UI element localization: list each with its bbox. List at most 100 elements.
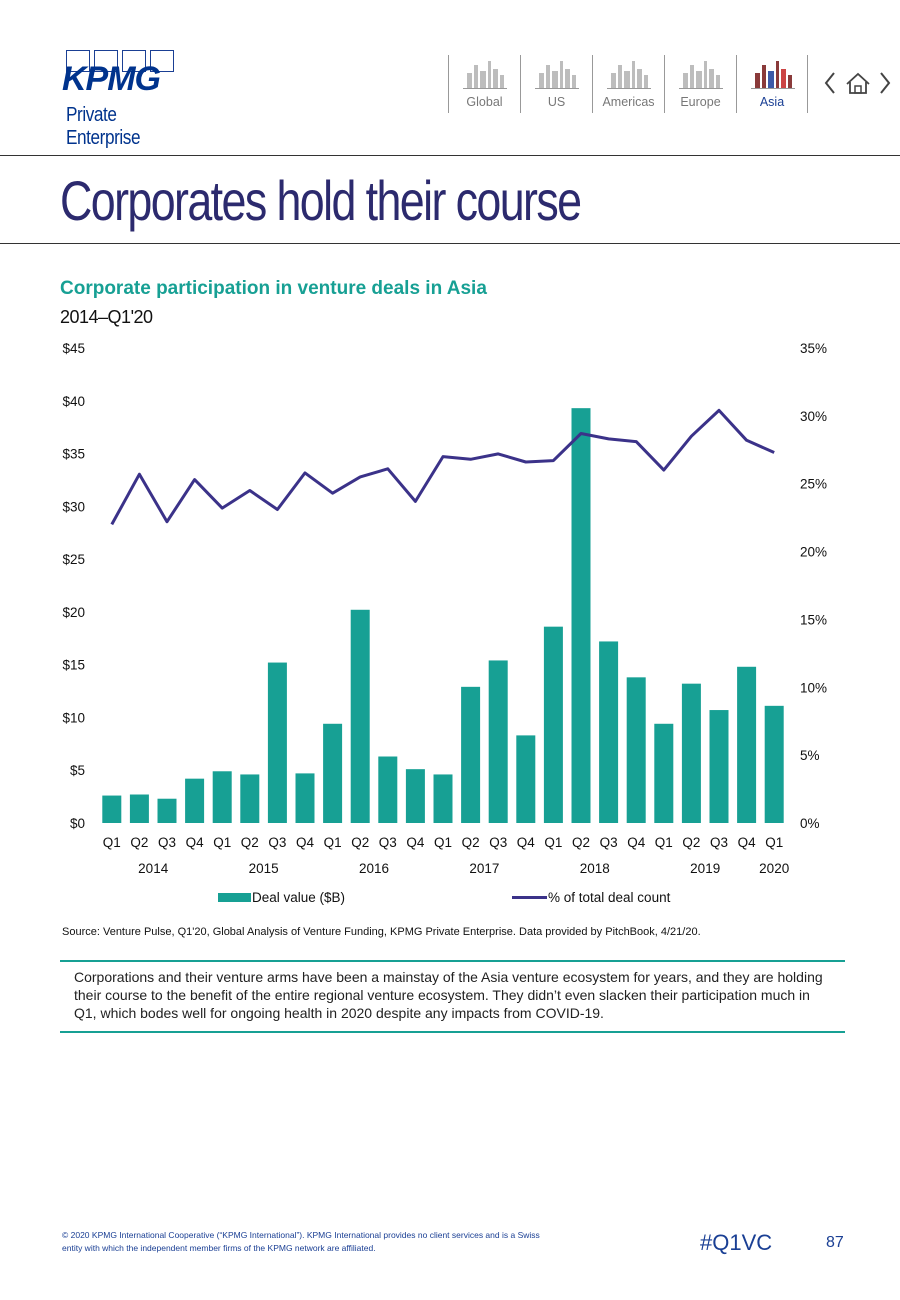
logo-subtitle: Private Enterprise	[66, 104, 141, 149]
x-tick-label: Q3	[158, 835, 176, 850]
x-tick-label: Q2	[351, 835, 369, 850]
bar-deal-value	[267, 662, 287, 823]
year-group-label: 2015	[249, 861, 279, 876]
bar-deal-value	[488, 660, 508, 823]
nav-tab-label: Americas	[602, 95, 655, 109]
left-axis-tick-label: $35	[62, 447, 85, 462]
bar-deal-value	[516, 735, 536, 823]
legend-label-bar: Deal value ($B)	[252, 890, 345, 905]
right-axis-tick-label: 30%	[800, 409, 827, 424]
page-number: 87	[826, 1234, 844, 1251]
bar-deal-value	[737, 666, 757, 823]
year-group-label: 2016	[359, 861, 389, 876]
x-tick-label: Q1	[213, 835, 231, 850]
home-icon[interactable]	[846, 72, 870, 94]
bar-deal-value	[681, 683, 701, 823]
right-axis-tick-label: 25%	[800, 477, 827, 492]
chevron-right-icon[interactable]	[880, 72, 891, 94]
left-axis-tick-label: $15	[62, 658, 85, 673]
bar-deal-value	[240, 774, 260, 823]
nav-tab-americas[interactable]: Americas	[592, 55, 664, 113]
x-tick-label: Q4	[627, 835, 646, 850]
right-axis-tick-label: 35%	[800, 341, 827, 356]
bar-deal-value	[212, 771, 232, 823]
chart-subtitle: 2014–Q1'20	[60, 307, 153, 327]
x-tick-label: Q2	[572, 835, 590, 850]
left-axis-tick-label: $0	[70, 816, 85, 831]
bar-deal-value	[461, 686, 481, 823]
left-axis-tick-label: $45	[62, 341, 85, 356]
bar-deal-value	[295, 773, 315, 823]
callout-text: Corporations and their venture arms have…	[60, 960, 845, 1033]
left-axis-tick-label: $30	[62, 499, 85, 514]
skyline-icon	[679, 61, 723, 89]
bar-deal-value	[323, 723, 343, 823]
x-tick-label: Q3	[600, 835, 618, 850]
chevron-left-icon[interactable]	[824, 72, 835, 94]
nav-tab-asia[interactable]: Asia	[736, 55, 808, 113]
source-note: Source: Venture Pulse, Q1'20, Global Ana…	[62, 926, 701, 938]
page-title: Corporates hold their course	[60, 169, 582, 232]
bar-deal-value	[378, 756, 398, 823]
x-tick-label: Q4	[406, 835, 425, 850]
region-nav: Global US Americas Europe Asia	[448, 55, 808, 113]
right-axis-tick-label: 15%	[800, 612, 827, 627]
hashtag[interactable]: #Q1VC	[700, 1230, 773, 1255]
nav-tab-label: Europe	[680, 95, 721, 109]
year-group-label: 2014	[138, 861, 169, 876]
x-tick-label: Q4	[296, 835, 315, 850]
right-axis-tick-label: 5%	[800, 748, 820, 763]
nav-tab-label: Global	[466, 95, 503, 109]
bar-deal-value	[102, 795, 122, 823]
logo-boxes	[66, 50, 174, 72]
footer-legal: © 2020 KPMG International Cooperative (“…	[62, 1230, 540, 1253]
x-tick-label: Q1	[655, 835, 673, 850]
x-tick-label: Q4	[738, 835, 757, 850]
nav-tab-us[interactable]: US	[520, 55, 592, 113]
year-group-label: 2020	[759, 861, 789, 876]
skyline-icon	[463, 61, 507, 89]
left-axis-tick-label: $25	[62, 552, 85, 567]
x-tick-label: Q3	[379, 835, 397, 850]
nav-tab-europe[interactable]: Europe	[664, 55, 736, 113]
chart-title: Corporate participation in venture deals…	[60, 278, 487, 299]
year-group-label: 2019	[690, 861, 720, 876]
year-group-label: 2017	[469, 861, 499, 876]
right-axis-tick-label: 20%	[800, 545, 827, 560]
x-tick-label: Q4	[517, 835, 536, 850]
right-axis-tick-label: 10%	[800, 680, 827, 695]
nav-tab-label: Asia	[759, 95, 785, 109]
bar-deal-value	[405, 769, 425, 823]
bar-deal-value	[571, 408, 591, 823]
corporate-participation-chart: $0 $5 $10 $15 $20 $25 $30 $35 $40 $45 0% 5% 10% 15% 20…	[62, 341, 827, 905]
bar-deal-value	[350, 609, 370, 823]
bar-deal-value	[157, 798, 177, 823]
x-tick-label: Q3	[489, 835, 507, 850]
x-tick-label: Q1	[434, 835, 452, 850]
x-tick-label: Q2	[130, 835, 148, 850]
x-tick-label: Q2	[682, 835, 700, 850]
skyline-icon	[607, 61, 651, 89]
title-divider	[0, 243, 900, 244]
left-axis-tick-label: $20	[62, 605, 85, 620]
x-tick-label: Q1	[324, 835, 342, 850]
left-axis-tick-label: $40	[62, 394, 85, 409]
kpmg-logo: KPMG Private Enterprise	[62, 48, 212, 149]
nav-tab-label: US	[547, 95, 566, 109]
bar-deal-value	[709, 710, 729, 823]
bar-deal-value	[764, 705, 784, 823]
nav-tab-global[interactable]: Global	[448, 55, 520, 113]
header-divider	[0, 155, 900, 156]
skyline-icon	[751, 61, 795, 89]
legend-swatch-bar	[218, 893, 251, 902]
nav-icons	[824, 72, 891, 94]
legend-label-line: % of total deal count	[548, 890, 671, 905]
left-axis-tick-label: $10	[62, 710, 85, 725]
x-tick-label: Q3	[710, 835, 728, 850]
x-tick-label: Q1	[765, 835, 783, 850]
x-tick-label: Q4	[186, 835, 205, 850]
bar-deal-value	[433, 774, 453, 823]
bar-deal-value	[599, 641, 619, 823]
bar-deal-value	[129, 794, 149, 823]
right-axis-tick-label: 0%	[800, 816, 820, 831]
